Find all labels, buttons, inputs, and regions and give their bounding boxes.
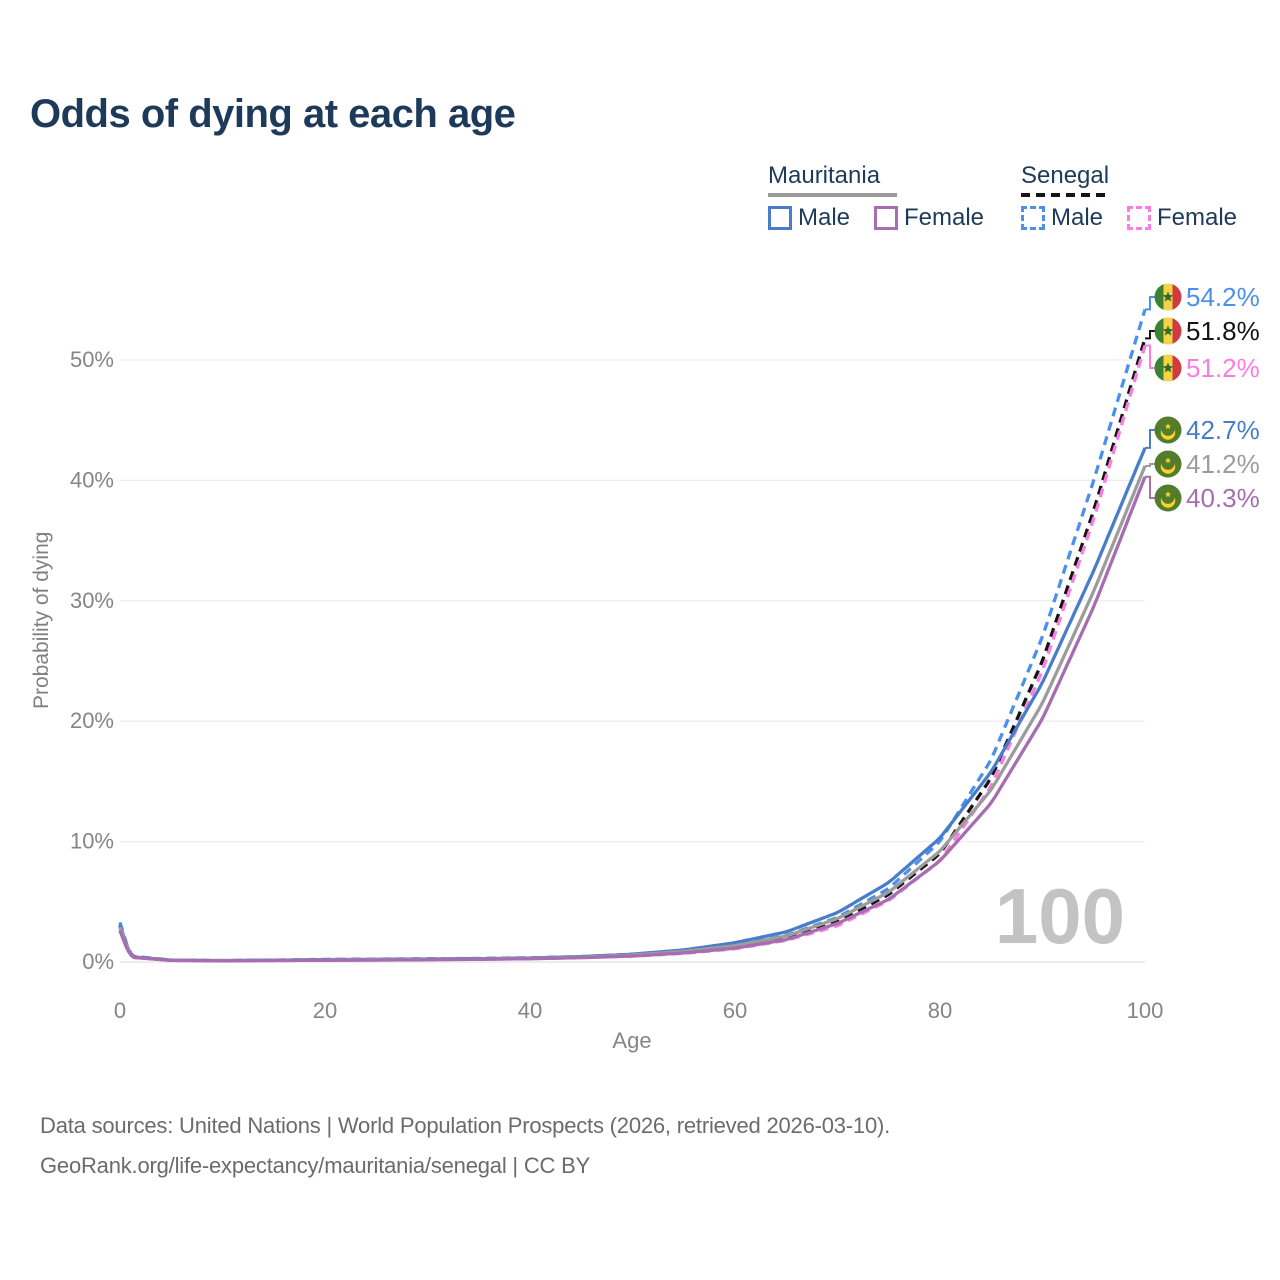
y-tick-label: 20% [70, 708, 114, 733]
series-line-senegal-male [118, 308, 1147, 963]
legend-underline-senegal-dashed [1021, 193, 1111, 197]
flag-icon-senegal [1154, 283, 1182, 311]
legend-item-mauritania-female[interactable]: Female [874, 203, 984, 233]
end-label-mauritania-male: 42.7% [1186, 415, 1260, 445]
series-line-mauritania-male [118, 447, 1147, 963]
legend-label: Male [798, 204, 851, 231]
end-label-senegal-male: 54.2% [1186, 282, 1260, 312]
legend-underline-mauritania-solid [768, 193, 897, 197]
end-label-senegal-total: 51.8% [1186, 316, 1260, 346]
legend-item-senegal-female[interactable]: Female [1127, 203, 1237, 233]
end-label-connector [1145, 463, 1156, 467]
end-label-connector [1145, 296, 1156, 311]
end-label-mauritania-female: 40.3% [1186, 483, 1260, 513]
y-tick-label: 30% [70, 588, 114, 613]
data-sources-footer: Data sources: United Nations | World Pop… [40, 1106, 890, 1186]
flag-icon-senegal [1154, 317, 1182, 345]
series-line-mauritania-female [118, 476, 1147, 963]
legend-label: Female [904, 204, 985, 231]
end-label-connector [1145, 475, 1156, 499]
x-tick-label: 80 [928, 998, 952, 1023]
legend-swatch-mauritania-male [768, 206, 792, 230]
x-axis-title: Age [612, 1028, 651, 1053]
legend-group-mauritania: Mauritania [768, 162, 881, 189]
x-tick-label: 0 [114, 998, 126, 1023]
legend-item-senegal-male[interactable]: Male [1021, 203, 1103, 233]
y-tick-label: 50% [70, 347, 114, 372]
footer-line-2: GeoRank.org/life-expectancy/mauritania/s… [40, 1153, 591, 1178]
y-tick-label: 0% [82, 949, 114, 974]
flag-icon-mauritania [1154, 416, 1182, 444]
end-label-mauritania-total: 41.2% [1186, 449, 1260, 479]
series-line-mauritania-total [118, 465, 1147, 963]
end-label-connector [1145, 330, 1156, 340]
footer-line-1: Data sources: United Nations | World Pop… [40, 1113, 891, 1138]
x-tick-label: 40 [518, 998, 542, 1023]
end-label-senegal-female: 51.2% [1186, 353, 1260, 383]
flag-icon-senegal [1154, 354, 1182, 382]
flag-icon-mauritania [1154, 450, 1182, 478]
end-label-connector [1145, 344, 1156, 369]
legend-item-mauritania-male[interactable]: Male [768, 203, 850, 233]
y-tick-label: 40% [70, 467, 114, 492]
legend-swatch-senegal-male [1021, 206, 1045, 230]
x-tick-label: 20 [313, 998, 337, 1023]
legend-label: Male [1051, 204, 1104, 231]
series-line-senegal-total [118, 337, 1147, 963]
legend-label: Female [1157, 204, 1238, 231]
chart-title: Odds of dying at each age [30, 92, 516, 136]
x-tick-label: 100 [1127, 998, 1164, 1023]
y-tick-label: 10% [70, 829, 114, 854]
end-label-connector [1145, 429, 1156, 449]
legend-group-senegal: Senegal [1021, 162, 1110, 189]
watermark-age-100: 100 [995, 872, 1125, 960]
flag-icon-mauritania [1154, 484, 1182, 512]
series-line-senegal-female [118, 345, 1147, 963]
legend-swatch-mauritania-female [874, 206, 898, 230]
x-tick-label: 60 [723, 998, 747, 1023]
legend-swatch-senegal-female [1127, 206, 1151, 230]
